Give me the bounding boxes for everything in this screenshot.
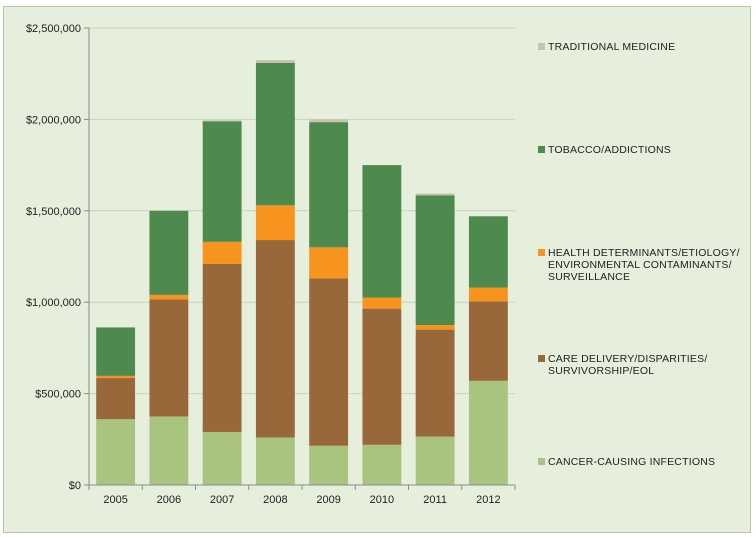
- bar-segment-2008-2: [255, 205, 295, 241]
- legend-swatch: [538, 43, 545, 50]
- x-tick-label: 2009: [316, 494, 340, 506]
- bar-segment-2012-2: [468, 287, 508, 302]
- bar-segment-2007-3: [202, 121, 242, 242]
- bar-segment-2005-1: [96, 378, 136, 420]
- y-tick-label: $2,500,000: [26, 23, 81, 35]
- legend-label: ENVIRONMENTAL CONTAMINANTS/: [548, 259, 732, 271]
- y-tick-label: $1,500,000: [26, 206, 81, 218]
- bar-segment-2009-1: [309, 278, 349, 446]
- bar-segment-2012-1: [468, 301, 508, 381]
- legend-swatch: [538, 458, 545, 465]
- x-tick-label: 2011: [423, 494, 447, 506]
- bar-segment-2009-3: [309, 122, 349, 248]
- bar-segment-2012-0: [468, 380, 508, 485]
- x-tick-label: 2007: [210, 494, 234, 506]
- legend-swatch: [538, 146, 545, 153]
- bars: [96, 59, 508, 485]
- bar-segment-2005-0: [96, 419, 136, 485]
- legend-label: CARE DELIVERY/DISPARITIES/: [548, 353, 707, 365]
- legend-swatch: [538, 249, 545, 256]
- y-tick-label: $1,000,000: [26, 297, 81, 309]
- bar-segment-2010-3: [362, 165, 402, 298]
- bar-segment-2009-2: [309, 247, 349, 279]
- bar-segment-2008-3: [255, 62, 295, 206]
- bar-segment-2007-2: [202, 241, 242, 264]
- bar-segment-2012-3: [468, 216, 508, 288]
- bar-segment-2009-4: [309, 119, 349, 123]
- y-tick-label: $0: [69, 480, 81, 492]
- y-tick-label: $500,000: [35, 389, 81, 401]
- bar-segment-2011-3: [415, 195, 455, 326]
- bar-segment-2006-1: [149, 299, 189, 417]
- x-tick-label: 2010: [370, 494, 394, 506]
- legend: TRADITIONAL MEDICINE TOBACCO/ADDICTIONS HE…: [538, 41, 740, 468]
- legend-label: HEALTH DETERMINANTS/ETIOLOGY/: [548, 247, 740, 259]
- bar-segment-2007-4: [202, 120, 242, 122]
- bar-segment-2011-1: [415, 329, 455, 437]
- x-tick-label: 2012: [476, 494, 500, 506]
- x-axis: 2005 2006 2007 2008 2009 2010 2011 2012: [88, 484, 516, 506]
- legend-label: CANCER-CAUSING INFECTIONS: [548, 456, 715, 468]
- bar-segment-2007-0: [202, 431, 242, 485]
- bar-segment-2008-4: [255, 59, 295, 63]
- x-tick-label: 2008: [263, 494, 287, 506]
- y-tick-label: $2,000,000: [26, 114, 81, 126]
- bar-segment-2010-1: [362, 308, 402, 445]
- legend-label: TOBACCO/ADDICTIONS: [548, 144, 671, 156]
- bar-segment-2010-0: [362, 444, 402, 485]
- bar-segment-2005-2: [96, 375, 136, 379]
- legend-label: SURVEILLANCE: [548, 271, 630, 283]
- y-axis: $0 $500,000 $1,000,000 $1,500,000 $2,000,000…: [26, 23, 90, 492]
- bar-segment-2011-4: [415, 193, 455, 196]
- bar-segment-2006-2: [149, 294, 189, 300]
- bar-segment-2006-0: [149, 416, 189, 485]
- legend-swatch: [538, 355, 545, 362]
- bar-segment-2008-1: [255, 240, 295, 438]
- x-tick-label: 2006: [157, 494, 181, 506]
- legend-label: SURVIVORSHIP/EOL: [548, 365, 654, 377]
- legend-label: TRADITIONAL MEDICINE: [548, 41, 675, 53]
- bar-segment-2011-0: [415, 436, 455, 485]
- bar-segment-2005-3: [96, 327, 136, 376]
- bar-segment-2007-1: [202, 263, 242, 432]
- bar-segment-2009-0: [309, 445, 349, 485]
- bar-segment-2010-2: [362, 297, 402, 309]
- x-tick-label: 2005: [103, 494, 127, 506]
- bar-segment-2011-2: [415, 325, 455, 330]
- bar-segment-2006-3: [149, 210, 189, 295]
- bar-segment-2008-0: [255, 437, 295, 485]
